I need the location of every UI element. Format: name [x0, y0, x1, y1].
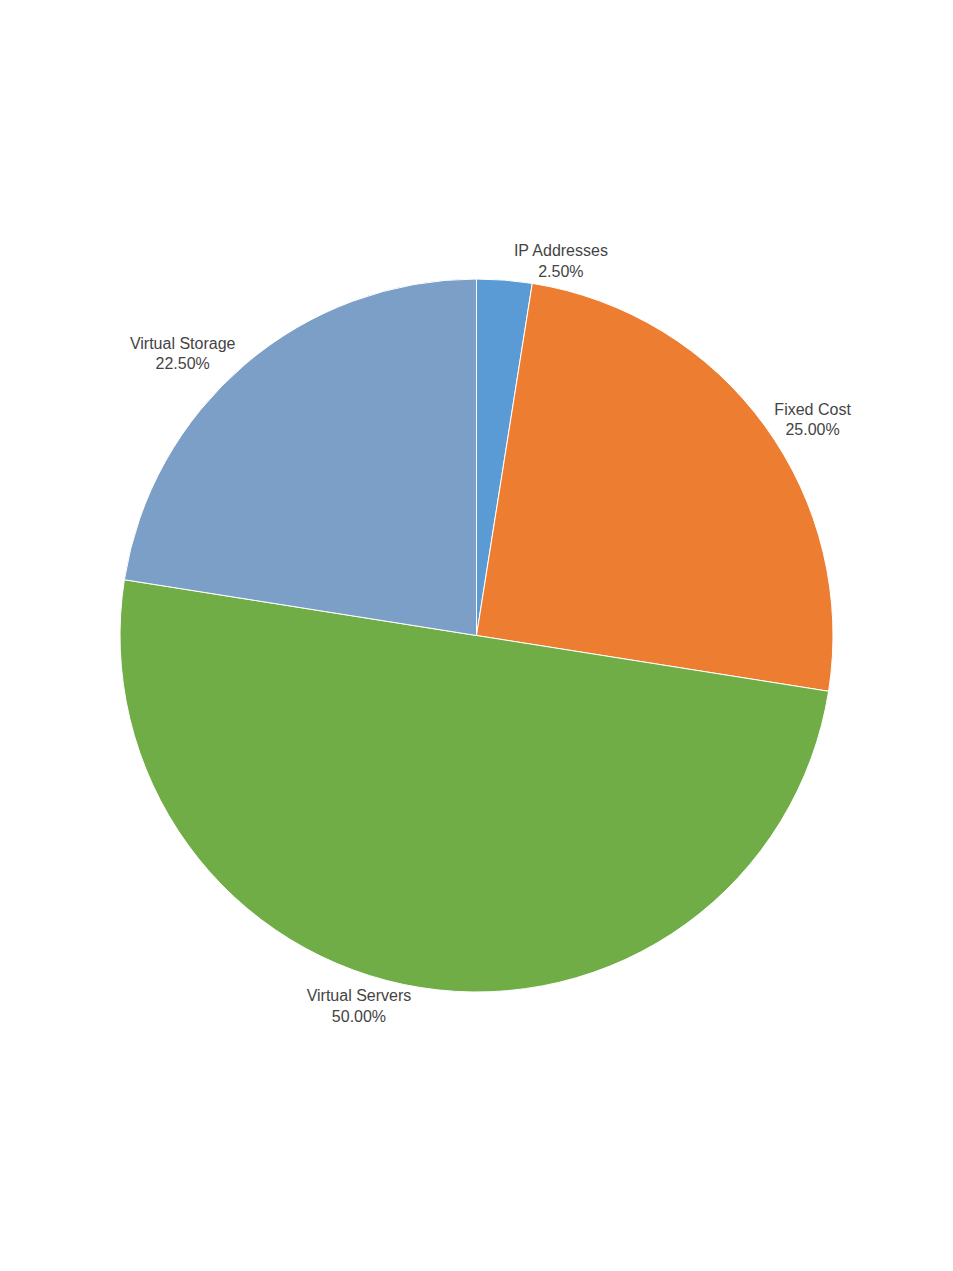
svg-text:Fixed Cost25.00%: Fixed Cost25.00% — [774, 401, 851, 439]
svg-text:IP Addresses2.50%: IP Addresses2.50% — [514, 242, 608, 280]
svg-text:Virtual Storage22.50%: Virtual Storage22.50% — [130, 335, 236, 373]
svg-text:Virtual Servers50.00%: Virtual Servers50.00% — [307, 987, 412, 1025]
